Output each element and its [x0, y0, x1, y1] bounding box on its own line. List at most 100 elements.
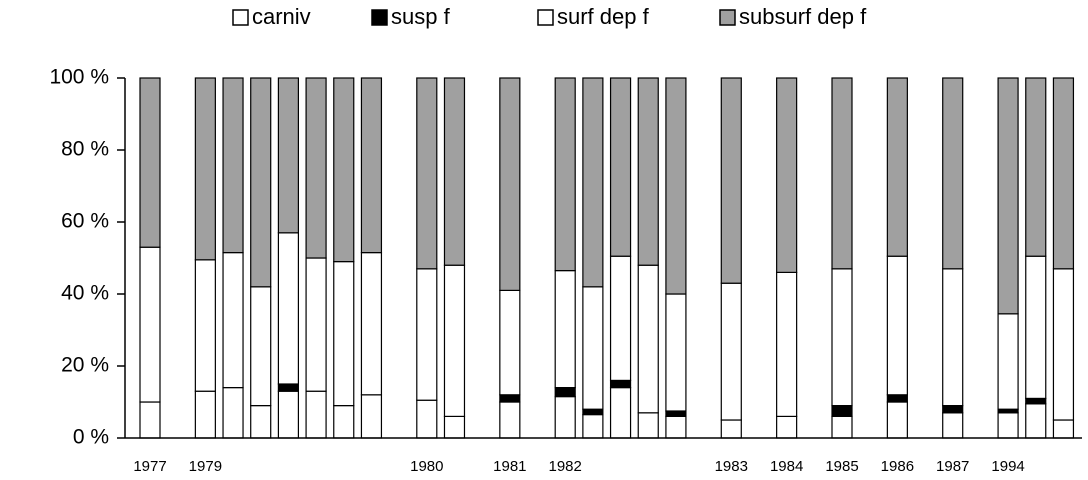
- legend-label: susp f: [391, 4, 451, 29]
- bar-segment: [194, 259, 216, 392]
- bar-segment: [831, 77, 853, 270]
- bar-segment: [305, 257, 327, 392]
- bar-segment: [222, 387, 244, 439]
- x-tick-label: 1986: [881, 458, 914, 475]
- bar-segment: [609, 77, 632, 257]
- bar-segment: [886, 401, 908, 439]
- bar-segment: [333, 405, 355, 439]
- bar-segment: [416, 77, 438, 270]
- x-tick-label: 1984: [770, 458, 803, 475]
- bar-segment: [250, 77, 272, 288]
- bar-segment: [277, 390, 299, 439]
- x-tick-label: 1981: [493, 458, 526, 475]
- bar-segment: [776, 77, 798, 273]
- legend-swatch: [371, 9, 388, 26]
- bar-segment: [305, 390, 327, 439]
- bar-segment: [360, 77, 383, 254]
- bar-segment: [665, 410, 687, 418]
- bar-segment: [194, 77, 216, 261]
- bar-segment: [582, 77, 604, 288]
- x-tick-label: 1994: [991, 458, 1024, 475]
- bar-segment: [997, 313, 1019, 410]
- y-tick-label: 100 %: [49, 66, 109, 89]
- bar-segment: [250, 286, 272, 407]
- bar-segment: [1025, 403, 1047, 439]
- bar-segment: [997, 77, 1019, 315]
- legend-swatch: [719, 9, 736, 26]
- bar-segment: [499, 77, 521, 291]
- y-tick-label: 40 %: [61, 282, 109, 305]
- bar-segment: [443, 264, 466, 418]
- bar-segment: [333, 77, 355, 263]
- legend-swatch: [232, 9, 249, 26]
- bar-segment: [720, 77, 742, 284]
- bar-segment: [942, 405, 964, 414]
- bar-segment: [582, 286, 604, 410]
- bar-segment: [665, 415, 687, 439]
- bar-segment: [139, 246, 161, 403]
- bar-segment: [582, 414, 604, 439]
- y-tick-label: 80 %: [61, 138, 109, 161]
- legend-label: carniv: [252, 4, 311, 29]
- bar-segment: [1025, 397, 1047, 405]
- bar-segment: [609, 379, 632, 389]
- bar-segment: [637, 264, 659, 414]
- bar-segment: [1052, 77, 1075, 270]
- bar-segment: [997, 412, 1019, 439]
- bar-segment: [499, 394, 521, 403]
- x-tick-label: 1983: [715, 458, 748, 475]
- bar-segment: [360, 394, 383, 439]
- bar-segment: [886, 394, 908, 403]
- bar-segment: [637, 77, 659, 266]
- x-tick-label: 1987: [936, 458, 969, 475]
- bar-segment: [720, 419, 742, 439]
- bar-segment: [582, 408, 604, 416]
- bar-segment: [277, 383, 299, 392]
- bar-segment: [499, 401, 521, 439]
- bar-segment: [776, 415, 798, 439]
- x-tick-label: 1985: [825, 458, 858, 475]
- bar-segment: [360, 252, 383, 396]
- bar-segment: [277, 232, 299, 385]
- y-tick-label: 0 %: [73, 426, 109, 449]
- bar-segment: [665, 77, 687, 295]
- bar-segment: [554, 396, 576, 439]
- bar-segment: [776, 271, 798, 417]
- bar-segment: [499, 289, 521, 396]
- y-tick-label: 20 %: [61, 354, 109, 377]
- bar-segment: [277, 77, 299, 234]
- bar-segment: [222, 77, 244, 254]
- bar-segment: [222, 252, 244, 389]
- bar-segment: [720, 282, 742, 421]
- bar-segment: [443, 77, 466, 266]
- x-tick-label: 1980: [410, 458, 443, 475]
- bar-segment: [194, 390, 216, 439]
- bar-segment: [609, 387, 632, 439]
- bar-segment: [139, 401, 161, 439]
- bar-segment: [942, 412, 964, 439]
- bar-segment: [1025, 255, 1047, 400]
- legend-label: surf dep f: [557, 4, 650, 29]
- bar-segment: [831, 268, 853, 407]
- bar-segment: [1025, 77, 1047, 257]
- legend-label: subsurf dep f: [739, 4, 867, 29]
- bar-segment: [1052, 268, 1075, 421]
- bar-segment: [554, 387, 576, 398]
- bar-segment: [831, 415, 853, 439]
- bar-segment: [250, 405, 272, 439]
- bar-segment: [333, 261, 355, 407]
- bar-segment: [886, 77, 908, 257]
- y-tick-label: 60 %: [61, 210, 109, 233]
- bar-segment: [416, 268, 438, 401]
- legend-swatch: [537, 9, 554, 26]
- bar-segment: [886, 255, 908, 396]
- bar-segment: [665, 293, 687, 412]
- bar-segment: [609, 255, 632, 382]
- x-tick-label: 1977: [133, 458, 166, 475]
- bar-segment: [554, 270, 576, 389]
- bar-segment: [139, 77, 161, 248]
- bar-segment: [554, 77, 576, 272]
- bar-segment: [831, 405, 853, 418]
- bar-segment: [942, 77, 964, 270]
